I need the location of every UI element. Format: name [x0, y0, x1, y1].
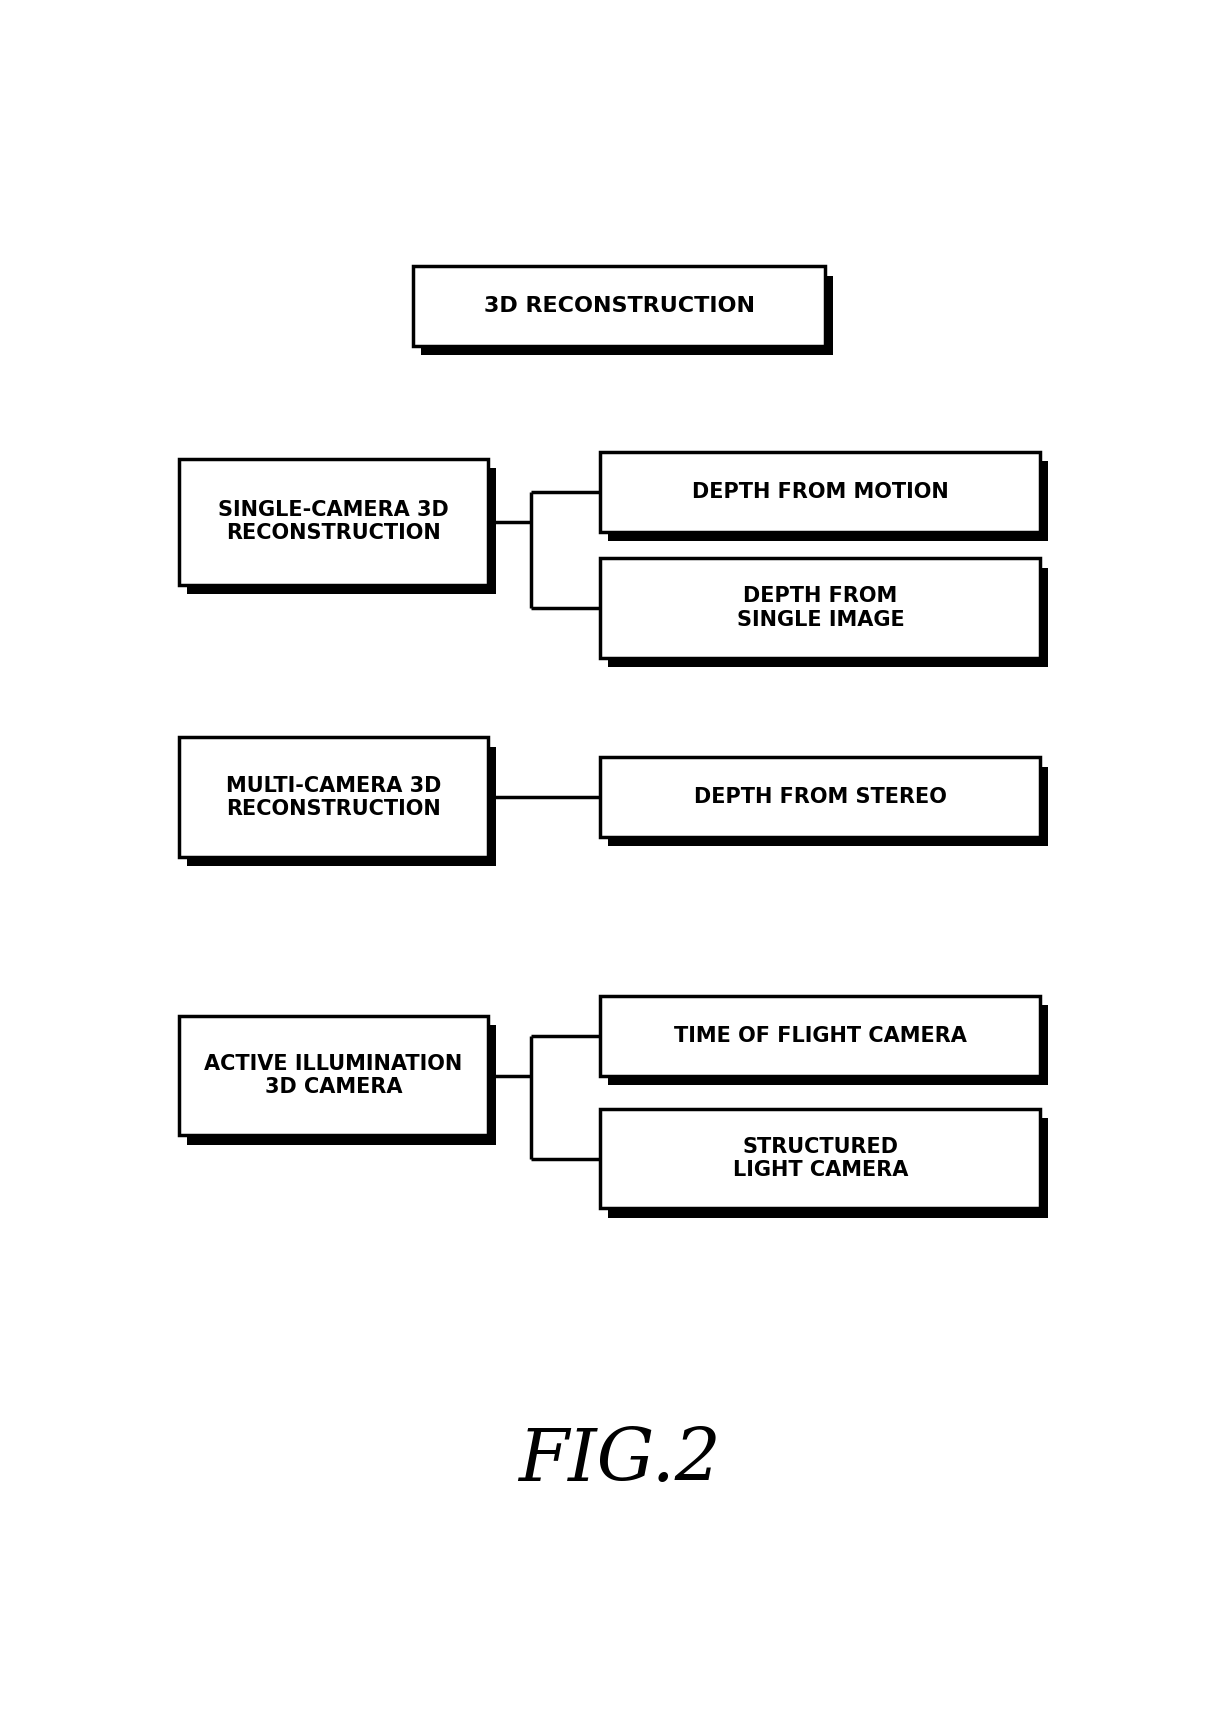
- Bar: [186, 746, 495, 867]
- Bar: [179, 458, 488, 584]
- Text: DEPTH FROM
SINGLE IMAGE: DEPTH FROM SINGLE IMAGE: [737, 586, 905, 629]
- Bar: [420, 276, 832, 355]
- Bar: [600, 451, 1040, 532]
- Text: DEPTH FROM STEREO: DEPTH FROM STEREO: [693, 787, 947, 806]
- Bar: [608, 462, 1047, 541]
- Text: TIME OF FLIGHT CAMERA: TIME OF FLIGHT CAMERA: [674, 1025, 966, 1046]
- Bar: [600, 758, 1040, 837]
- Bar: [186, 1025, 495, 1144]
- Bar: [608, 1118, 1047, 1218]
- Text: STRUCTURED
LIGHT CAMERA: STRUCTURED LIGHT CAMERA: [733, 1137, 908, 1180]
- Text: SINGLE-CAMERA 3D
RECONSTRUCTION: SINGLE-CAMERA 3D RECONSTRUCTION: [219, 500, 449, 543]
- Text: ACTIVE ILLUMINATION
3D CAMERA: ACTIVE ILLUMINATION 3D CAMERA: [204, 1054, 463, 1098]
- Bar: [600, 558, 1040, 658]
- Bar: [179, 737, 488, 856]
- Bar: [608, 1006, 1047, 1085]
- Bar: [608, 767, 1047, 846]
- Bar: [186, 469, 495, 594]
- Text: MULTI-CAMERA 3D
RECONSTRUCTION: MULTI-CAMERA 3D RECONSTRUCTION: [226, 775, 441, 818]
- Bar: [413, 267, 825, 346]
- Text: DEPTH FROM MOTION: DEPTH FROM MOTION: [692, 482, 948, 501]
- Bar: [608, 567, 1047, 667]
- Bar: [600, 1110, 1040, 1208]
- Bar: [600, 996, 1040, 1075]
- Text: FIG.2: FIG.2: [518, 1425, 720, 1496]
- Bar: [179, 1017, 488, 1135]
- Text: 3D RECONSTRUCTION: 3D RECONSTRUCTION: [483, 296, 755, 317]
